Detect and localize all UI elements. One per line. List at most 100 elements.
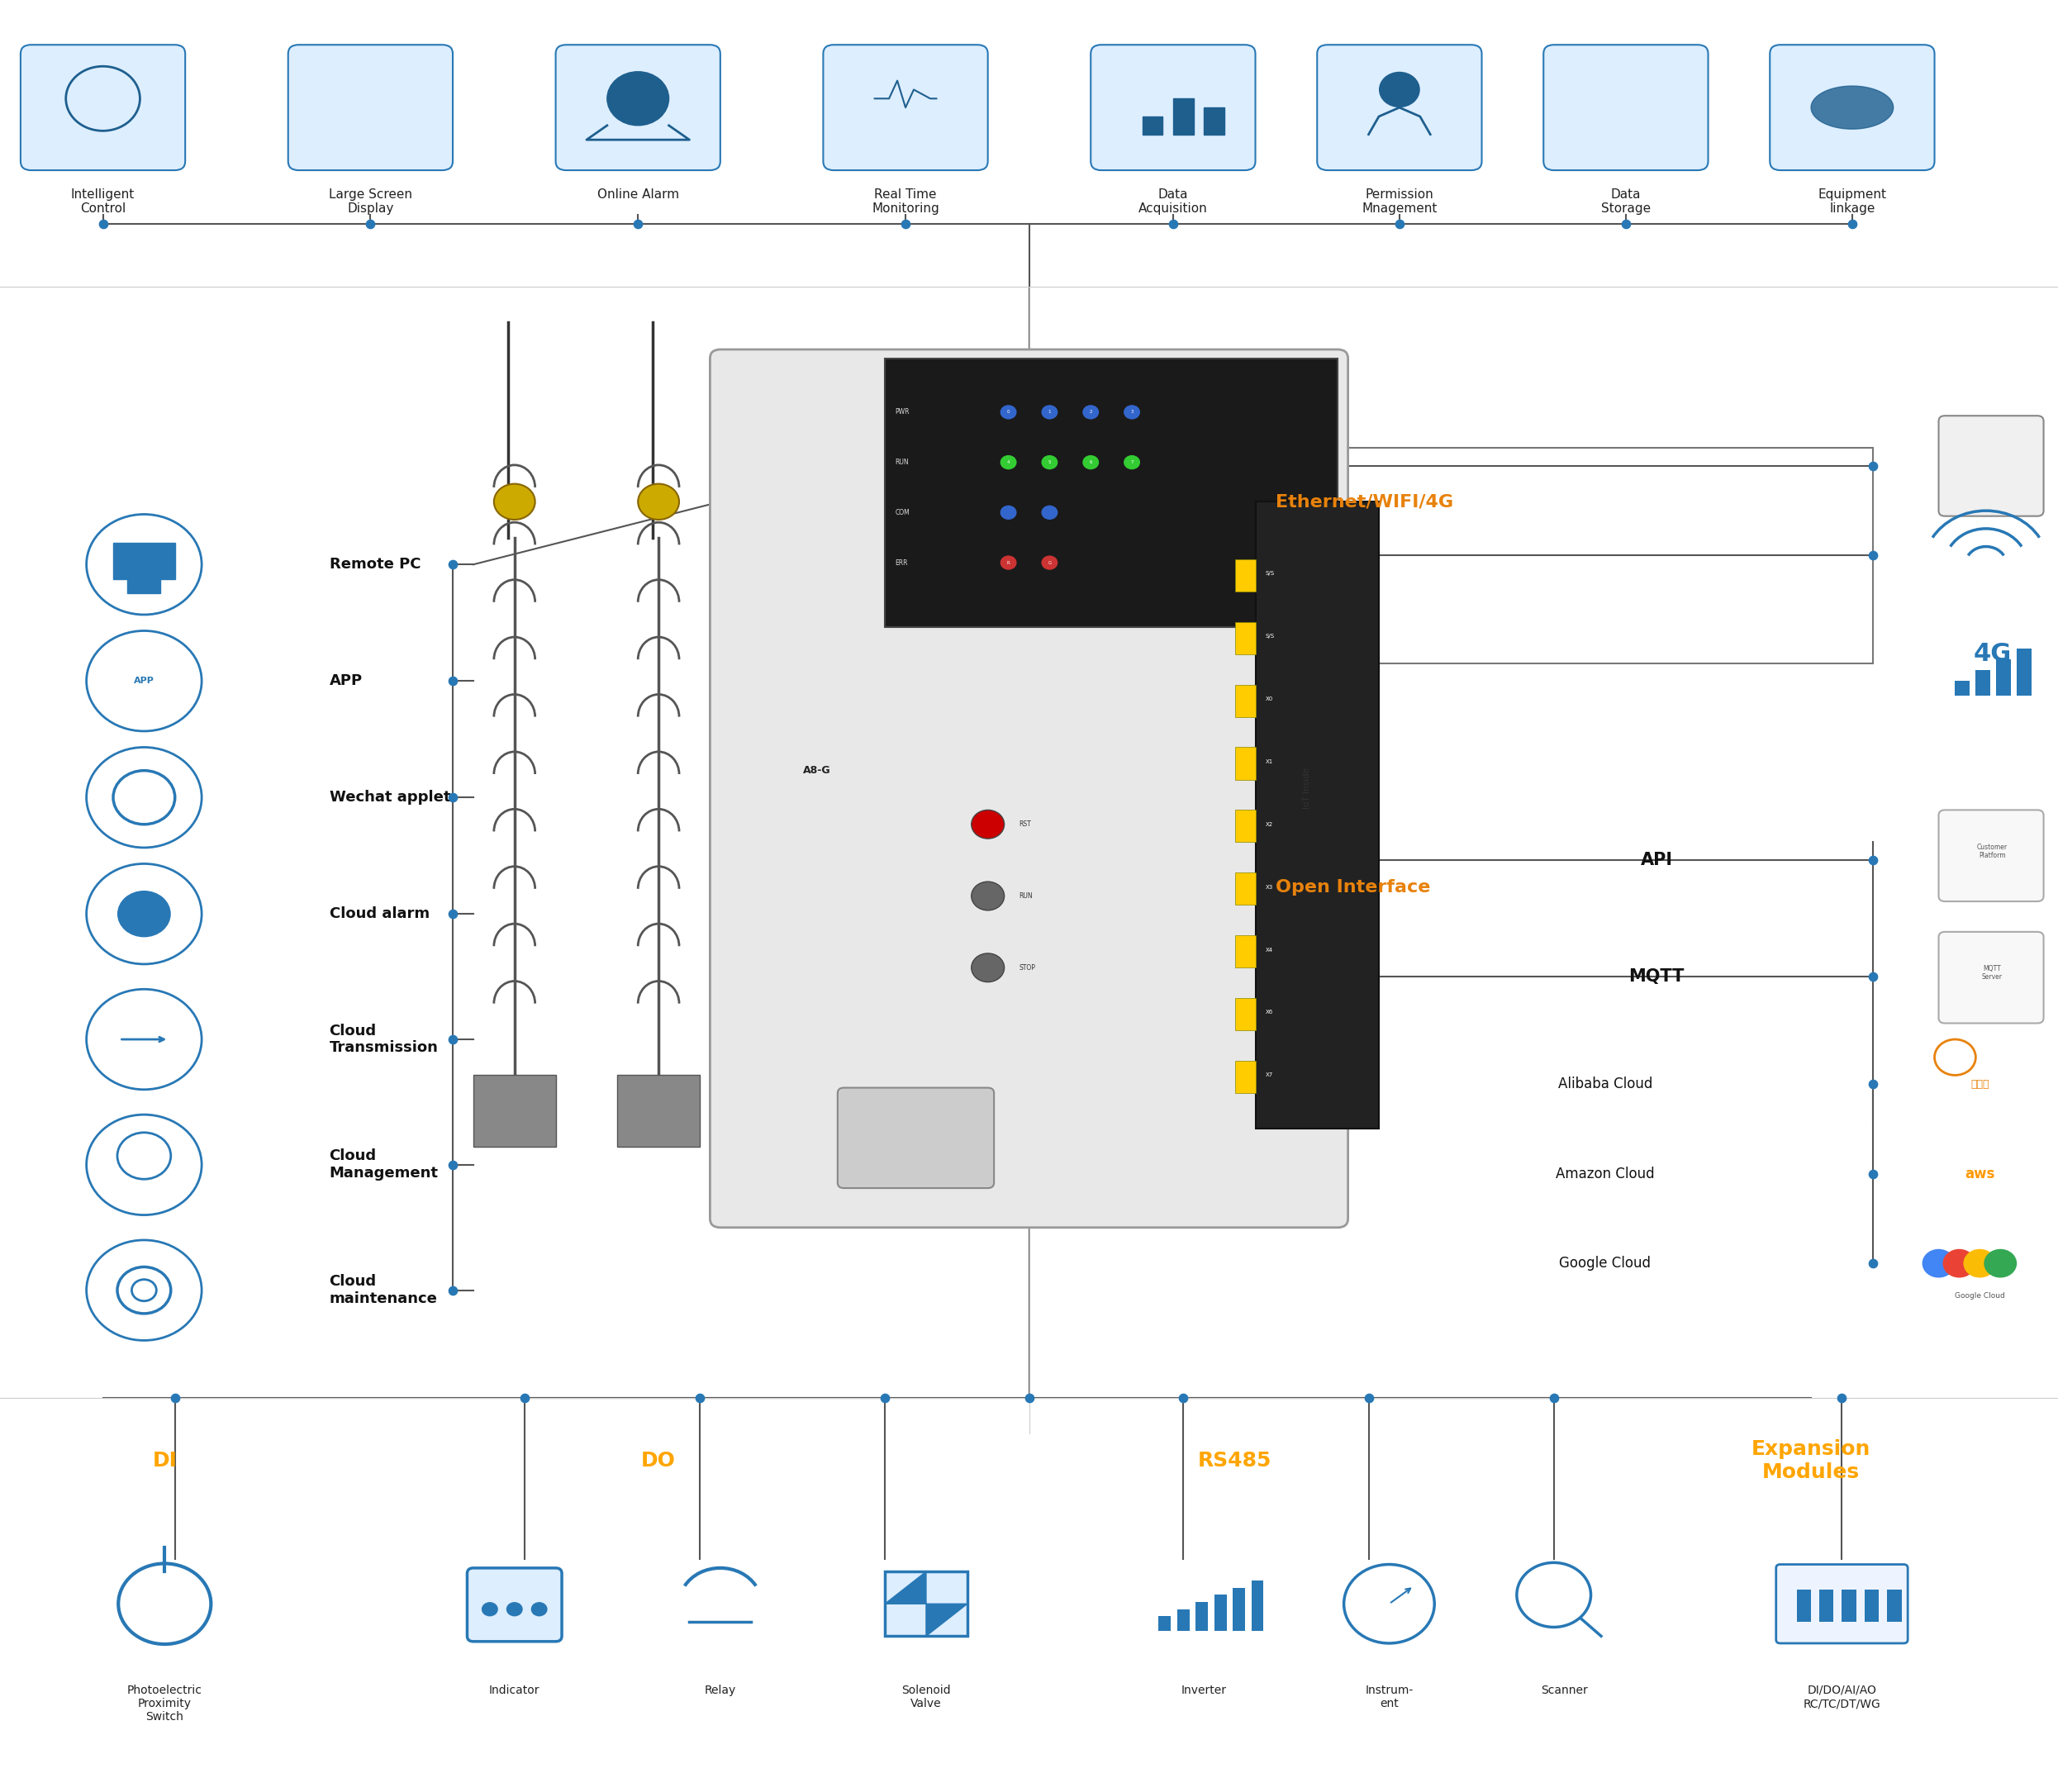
FancyBboxPatch shape xyxy=(710,349,1348,1228)
Point xyxy=(436,1150,469,1179)
Circle shape xyxy=(506,1602,523,1616)
Bar xyxy=(1177,1609,1190,1631)
Circle shape xyxy=(1041,405,1058,419)
FancyBboxPatch shape xyxy=(288,45,453,170)
Text: Remote PC: Remote PC xyxy=(329,557,420,572)
Text: A8-G: A8-G xyxy=(803,765,829,776)
Text: RUN: RUN xyxy=(1019,892,1033,900)
Point xyxy=(1856,962,1889,991)
Text: IoT Inside: IoT Inside xyxy=(1303,767,1311,810)
Text: Wechat applet: Wechat applet xyxy=(329,790,451,805)
FancyBboxPatch shape xyxy=(1091,45,1255,170)
Point xyxy=(1856,541,1889,570)
Point xyxy=(1836,210,1869,238)
Point xyxy=(622,210,654,238)
Text: Permission
Mnagement: Permission Mnagement xyxy=(1362,188,1436,215)
Text: MQTT
Server: MQTT Server xyxy=(1982,966,2002,980)
Circle shape xyxy=(1000,505,1017,520)
Bar xyxy=(1887,1590,1902,1622)
Point xyxy=(436,1025,469,1054)
Text: Cloud
Transmission: Cloud Transmission xyxy=(329,1023,438,1055)
Circle shape xyxy=(971,953,1004,982)
Circle shape xyxy=(1943,1249,1976,1278)
Text: X2: X2 xyxy=(1266,823,1274,826)
FancyBboxPatch shape xyxy=(1317,45,1482,170)
Text: 0: 0 xyxy=(1006,410,1010,414)
Text: Ethernet/WIFI/4G: Ethernet/WIFI/4G xyxy=(1276,493,1453,511)
Text: Cloud alarm: Cloud alarm xyxy=(329,907,430,921)
Text: Amazon Cloud: Amazon Cloud xyxy=(1556,1167,1655,1181)
Text: Intelligent
Control: Intelligent Control xyxy=(70,188,136,215)
Circle shape xyxy=(1083,405,1099,419)
Text: 阿里云: 阿里云 xyxy=(1970,1079,1990,1090)
Text: Data
Acquisition: Data Acquisition xyxy=(1138,188,1208,215)
Circle shape xyxy=(1124,455,1140,470)
Bar xyxy=(1865,1590,1879,1622)
FancyBboxPatch shape xyxy=(21,45,185,170)
Point xyxy=(683,1383,716,1412)
Bar xyxy=(1159,1616,1171,1631)
Text: Equipment
linkage: Equipment linkage xyxy=(1817,188,1887,215)
Text: Indicator: Indicator xyxy=(490,1684,539,1695)
Bar xyxy=(860,72,951,129)
Text: Google Cloud: Google Cloud xyxy=(1560,1256,1651,1271)
Text: Solenoid
Valve: Solenoid Valve xyxy=(901,1684,951,1710)
Circle shape xyxy=(1083,455,1099,470)
Text: 4G: 4G xyxy=(1974,642,2011,667)
Circle shape xyxy=(638,484,679,520)
Text: X0: X0 xyxy=(1266,697,1274,701)
Point xyxy=(1856,1070,1889,1098)
Text: 7: 7 xyxy=(1130,461,1134,464)
Point xyxy=(1157,210,1190,238)
FancyBboxPatch shape xyxy=(1776,1564,1908,1643)
Bar xyxy=(885,358,1338,627)
Text: X6: X6 xyxy=(1266,1011,1274,1014)
Point xyxy=(1609,210,1642,238)
FancyBboxPatch shape xyxy=(1770,45,1935,170)
Text: Photoelectric
Proximity
Switch: Photoelectric Proximity Switch xyxy=(128,1684,202,1722)
Bar xyxy=(1204,108,1225,134)
Text: 5: 5 xyxy=(1048,461,1052,464)
Circle shape xyxy=(1922,1249,1955,1278)
Text: aws: aws xyxy=(1965,1167,1994,1181)
Bar xyxy=(1797,1590,1811,1622)
Circle shape xyxy=(1984,1249,2017,1278)
Bar xyxy=(325,68,416,125)
FancyBboxPatch shape xyxy=(1939,416,2044,516)
Bar xyxy=(1235,1061,1255,1093)
Bar xyxy=(1235,559,1255,591)
Text: DO: DO xyxy=(642,1450,675,1471)
Text: ERR: ERR xyxy=(895,559,908,566)
FancyBboxPatch shape xyxy=(556,45,720,170)
Bar xyxy=(1819,1590,1834,1622)
Text: Real Time
Monitoring: Real Time Monitoring xyxy=(873,188,938,215)
Bar xyxy=(1317,448,1873,663)
Text: 6: 6 xyxy=(1089,461,1093,464)
Bar xyxy=(1235,622,1255,654)
Text: Alibaba Cloud: Alibaba Cloud xyxy=(1558,1077,1653,1091)
Text: DI: DI xyxy=(152,1450,177,1471)
Bar xyxy=(1235,685,1255,717)
Text: PWR: PWR xyxy=(895,409,910,416)
FancyBboxPatch shape xyxy=(1939,810,2044,901)
Bar xyxy=(1251,1581,1264,1631)
Circle shape xyxy=(971,810,1004,839)
Bar xyxy=(1235,873,1255,905)
Bar xyxy=(113,543,175,579)
Bar xyxy=(1233,1588,1245,1631)
Text: Google Cloud: Google Cloud xyxy=(1955,1292,2004,1299)
Point xyxy=(436,900,469,928)
Circle shape xyxy=(117,891,171,937)
FancyBboxPatch shape xyxy=(1544,45,1708,170)
Text: S/S: S/S xyxy=(1266,572,1274,575)
Bar xyxy=(1173,99,1194,134)
Point xyxy=(1352,1383,1385,1412)
Point xyxy=(889,210,922,238)
Text: Large Screen
Display: Large Screen Display xyxy=(329,188,412,215)
Circle shape xyxy=(482,1602,498,1616)
Point xyxy=(436,667,469,695)
Point xyxy=(508,1383,541,1412)
Text: Instrum-
ent: Instrum- ent xyxy=(1364,1684,1414,1710)
Circle shape xyxy=(1041,455,1058,470)
Text: G: G xyxy=(1048,561,1052,564)
